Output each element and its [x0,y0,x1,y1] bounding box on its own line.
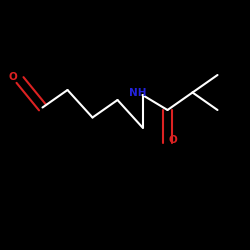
Text: O: O [168,135,177,145]
Text: NH: NH [129,88,146,98]
Text: O: O [8,72,17,83]
